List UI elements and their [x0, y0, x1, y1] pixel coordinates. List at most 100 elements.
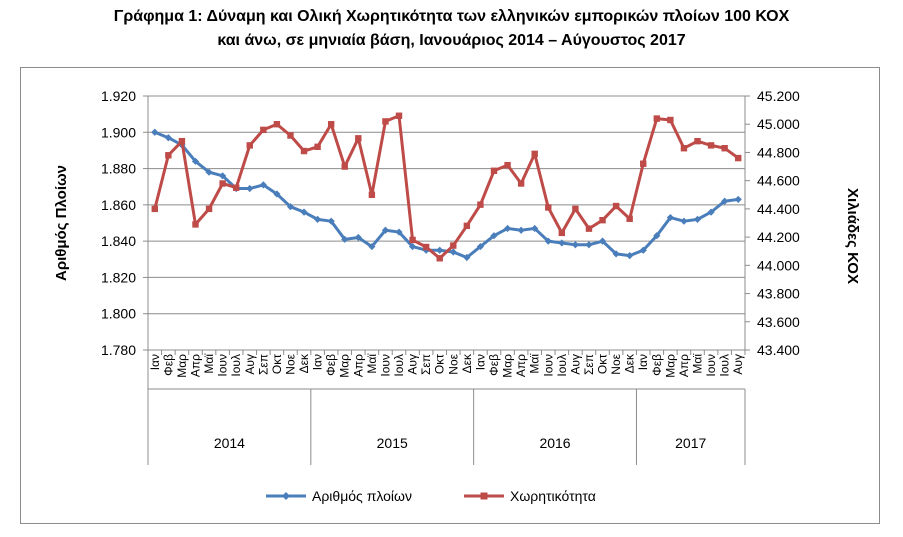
x-month-label: Σεπ	[256, 354, 270, 375]
x-month-label: Μαρ	[338, 354, 352, 378]
data-point	[463, 222, 471, 230]
x-month-label: Ιαν	[636, 354, 650, 370]
x-month-label: Σεπ	[419, 354, 433, 375]
x-month-label: Ιαν	[311, 354, 325, 370]
data-point	[680, 217, 688, 225]
data-point	[693, 215, 702, 223]
data-point	[450, 242, 457, 249]
data-point	[612, 202, 620, 210]
data-point	[314, 215, 322, 223]
data-point	[436, 246, 444, 254]
data-point	[626, 215, 633, 222]
x-month-label: Ιουν	[541, 354, 555, 377]
x-month-label: Δεκ	[623, 353, 637, 373]
data-point	[612, 250, 620, 258]
x-month-label: Ιουν	[378, 354, 392, 377]
data-point	[721, 197, 729, 205]
data-point	[734, 195, 742, 204]
data-point	[191, 157, 200, 165]
data-point	[463, 253, 471, 262]
legend-label: Αριθμός πλοίων	[312, 488, 412, 504]
data-point	[503, 224, 512, 233]
x-month-label: Αυγ	[731, 354, 745, 375]
data-point	[408, 242, 417, 251]
year-label: 2015	[377, 435, 408, 451]
y2-tick-label: 44.000	[757, 257, 800, 273]
data-point	[572, 205, 579, 213]
data-point	[192, 221, 199, 228]
y2-axis-title: Χιλιάδες ΚΟΧ	[844, 188, 861, 284]
x-month-label: Οκτ	[270, 354, 284, 374]
data-point	[354, 233, 362, 242]
y2-tick-label: 43.800	[757, 286, 800, 302]
series-tonnage	[151, 112, 742, 262]
data-point	[449, 248, 457, 256]
data-point	[314, 143, 321, 150]
data-point	[707, 208, 715, 216]
x-month-label: Μαρ	[663, 354, 677, 378]
data-point	[599, 216, 606, 224]
data-point	[341, 235, 349, 243]
y2-tick-label: 45.200	[757, 88, 800, 104]
data-point	[178, 137, 186, 145]
data-point	[219, 180, 226, 187]
year-label: 2017	[675, 435, 706, 451]
data-point	[558, 239, 566, 247]
data-point	[151, 128, 159, 136]
x-month-label: Ιουν	[216, 354, 230, 377]
data-point	[585, 241, 593, 249]
y-tick-label: 1.880	[101, 161, 136, 177]
x-month-label: Ιαν	[473, 354, 487, 370]
data-point	[300, 208, 308, 216]
y-tick-label: 1.860	[101, 197, 136, 213]
data-point	[680, 145, 688, 152]
y2-tick-label: 44.200	[757, 229, 800, 245]
x-month-label: Δεκ	[460, 353, 474, 373]
x-month-label: Μαϊ	[691, 354, 705, 374]
x-month-label: Ιαν	[148, 354, 162, 370]
y-tick-label: 1.900	[101, 124, 136, 140]
data-point	[653, 232, 661, 240]
y-tick-label: 1.840	[101, 233, 136, 249]
y2-tick-label: 45.000	[757, 116, 800, 132]
data-point	[477, 201, 484, 208]
y-tick-label: 1.780	[101, 342, 136, 358]
y-tick-label: 1.800	[101, 306, 136, 322]
series-line	[153, 114, 740, 260]
data-point	[422, 246, 430, 254]
data-point	[639, 246, 647, 254]
x-month-label: Ιουλ	[555, 354, 569, 377]
data-point	[626, 252, 634, 260]
data-point	[735, 154, 742, 162]
data-point	[640, 160, 647, 167]
data-point	[259, 181, 267, 189]
data-point	[531, 224, 539, 233]
data-point	[409, 236, 416, 244]
x-month-label: Απρ	[514, 354, 528, 377]
data-point	[273, 121, 281, 128]
data-point	[382, 118, 389, 125]
data-point	[476, 242, 485, 251]
y-axis-title: Αριθμός Πλοίων	[53, 165, 70, 281]
data-point	[395, 228, 403, 236]
x-month-label: Μαϊ	[202, 354, 216, 374]
data-point	[327, 121, 335, 128]
y2-tick-label: 44.400	[757, 201, 800, 217]
x-month-label: Ιουν	[704, 354, 718, 377]
data-point	[694, 137, 701, 145]
x-month-label: Νοε	[283, 353, 297, 374]
data-point	[219, 172, 227, 180]
x-month-label: Αυγ	[568, 354, 582, 375]
y2-tick-label: 44.600	[757, 173, 800, 189]
x-month-label: Φεβ	[487, 354, 501, 376]
year-label: 2016	[539, 435, 570, 451]
data-point	[368, 191, 376, 198]
data-point	[571, 241, 579, 249]
chart-frame	[20, 67, 880, 524]
data-point	[490, 232, 498, 240]
data-point	[205, 168, 213, 176]
data-point	[300, 147, 308, 155]
data-point	[341, 163, 348, 170]
data-point	[422, 243, 430, 251]
